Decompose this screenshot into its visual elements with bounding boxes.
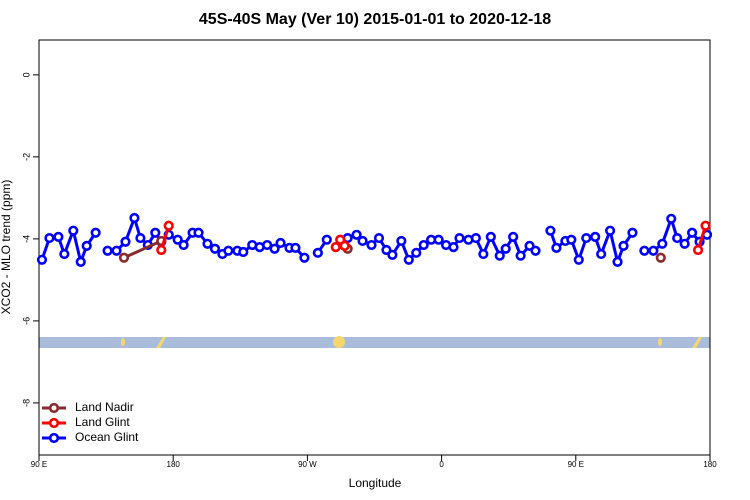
data-point — [53, 231, 64, 242]
data-point — [581, 232, 592, 244]
data-point — [269, 243, 280, 254]
data-point — [679, 238, 690, 249]
y-tick-label: 0 — [21, 72, 31, 77]
data-point — [330, 241, 341, 253]
data-point — [44, 232, 55, 244]
data-point — [68, 225, 79, 236]
data-point — [275, 237, 286, 249]
data-point — [700, 220, 711, 231]
data-point — [573, 254, 584, 265]
data-point — [657, 238, 668, 249]
data-point — [129, 212, 140, 224]
data-point — [178, 239, 189, 251]
data-point — [118, 252, 130, 263]
y-tick-label: -8 — [21, 399, 31, 407]
data-point — [209, 243, 221, 254]
data-point — [515, 250, 526, 261]
data-point — [150, 227, 161, 238]
data-point — [604, 225, 616, 236]
data-point — [223, 245, 234, 256]
data-point — [262, 239, 273, 251]
data-point — [494, 250, 505, 261]
data-point — [339, 240, 350, 251]
data-point — [163, 220, 174, 231]
data-point — [321, 234, 332, 245]
data-point — [396, 235, 407, 247]
legend-marker — [48, 402, 60, 414]
data-point — [648, 245, 659, 256]
data-point — [202, 238, 213, 249]
data-point — [508, 231, 519, 242]
data-point — [75, 256, 86, 267]
data-point — [485, 231, 496, 242]
data-point — [81, 240, 92, 251]
y-tick-label: -4 — [21, 235, 31, 243]
data-point — [403, 254, 414, 265]
data-point — [120, 236, 131, 247]
data-point — [618, 240, 629, 251]
x-tick-label: 180 — [703, 460, 717, 469]
data-point — [627, 227, 638, 238]
data-point — [530, 245, 541, 256]
data-point — [551, 242, 562, 254]
data-point — [470, 232, 481, 244]
data-point — [687, 227, 698, 238]
x-tick-label: 0 — [439, 460, 444, 469]
data-point — [672, 232, 683, 244]
data-point — [596, 248, 607, 260]
data-point — [90, 227, 101, 238]
data-point — [612, 256, 623, 267]
x-axis-label: Longitude — [349, 476, 402, 490]
data-point — [373, 232, 385, 244]
data-point — [433, 234, 444, 245]
data-point — [366, 239, 377, 251]
data-point — [454, 232, 465, 244]
data-point — [590, 231, 601, 242]
data-point — [500, 243, 511, 254]
data-point — [238, 246, 249, 258]
x-tick-label: 90 W — [298, 460, 317, 469]
x-tick-label: 90 E — [31, 460, 47, 469]
data-point — [111, 245, 122, 256]
data-point — [411, 247, 422, 258]
data-point — [666, 213, 677, 224]
data-point — [172, 234, 183, 245]
plot-frame — [38, 39, 711, 456]
x-tick-label: 180 — [167, 460, 181, 469]
data-point — [299, 252, 310, 263]
legend-label: Land Nadir — [75, 400, 134, 414]
data-point — [545, 225, 556, 236]
y-tick-label: -6 — [21, 317, 31, 325]
data-point — [135, 232, 146, 244]
legend-label: Ocean Glint — [75, 430, 139, 444]
data-point — [387, 249, 398, 260]
data-point — [478, 248, 489, 260]
data-point — [351, 229, 362, 240]
chart-title: 45S-40S May (Ver 10) 2015-01-01 to 2020-… — [199, 11, 551, 28]
y-axis-label: XCO2 - MLO trend (ppm) — [0, 180, 13, 315]
data-point — [639, 245, 650, 256]
data-point — [418, 239, 429, 251]
data-point — [692, 244, 704, 256]
data-point — [566, 234, 577, 245]
legend-marker — [48, 432, 60, 444]
x-tick-label: 90 E — [568, 460, 584, 469]
data-point — [156, 244, 167, 256]
legend-marker — [48, 417, 60, 429]
y-tick-label: -2 — [21, 153, 31, 161]
data-point — [36, 254, 48, 265]
data-point — [312, 247, 323, 258]
data-point — [59, 248, 70, 260]
data-point — [193, 227, 204, 238]
data-point — [290, 242, 301, 254]
data-point — [655, 252, 666, 263]
data-point — [142, 239, 153, 251]
data-point — [357, 235, 368, 247]
data-point — [448, 241, 459, 253]
data-point — [102, 245, 113, 256]
legend-label: Land Glint — [75, 415, 130, 429]
land-sea-band — [39, 336, 710, 348]
